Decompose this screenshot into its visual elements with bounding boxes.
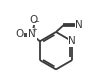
Text: O: O	[15, 29, 23, 39]
Text: +: +	[31, 27, 37, 33]
Text: N: N	[68, 36, 76, 46]
Text: −: −	[33, 19, 39, 25]
Text: N: N	[28, 29, 36, 39]
Text: N: N	[75, 20, 83, 30]
Text: O: O	[30, 15, 38, 25]
